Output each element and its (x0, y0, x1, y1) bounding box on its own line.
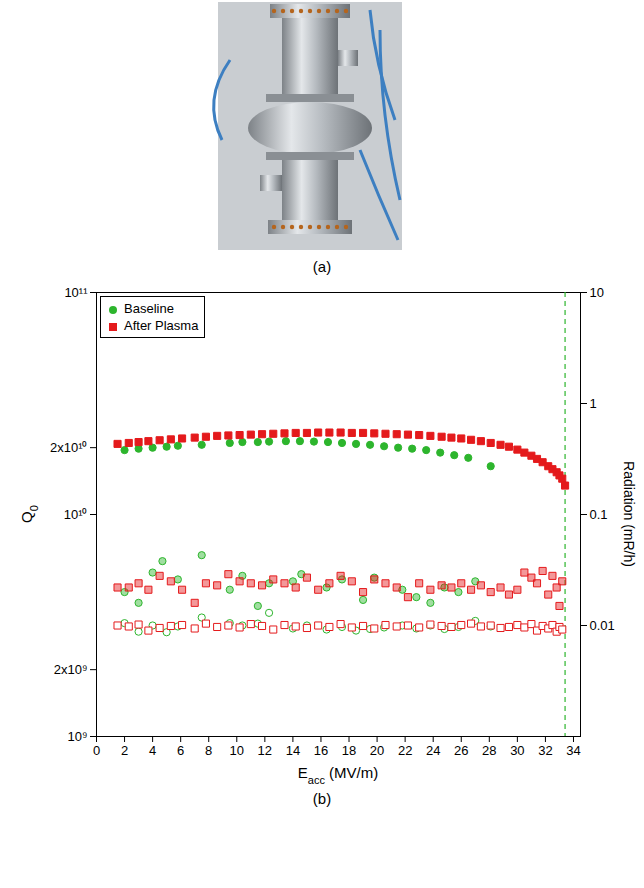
svg-text:10¹⁰: 10¹⁰ (64, 507, 88, 522)
svg-text:28: 28 (482, 743, 496, 758)
svg-text:10⁹: 10⁹ (67, 729, 87, 744)
svg-text:10: 10 (230, 743, 244, 758)
svg-text:10: 10 (590, 285, 604, 300)
svg-text:16: 16 (314, 743, 328, 758)
svg-text:2x10¹⁰: 2x10¹⁰ (50, 440, 88, 455)
svg-text:20: 20 (370, 743, 384, 758)
html-text:After Plasma: After Plasma (124, 318, 199, 333)
svg-text:2x10⁹: 2x10⁹ (54, 662, 88, 677)
svg-text:24: 24 (426, 743, 440, 758)
svg-text:Q0: Q0 (18, 505, 40, 523)
svg-text:22: 22 (398, 743, 412, 758)
svg-text:10¹¹: 10¹¹ (64, 285, 88, 300)
svg-text:32: 32 (538, 743, 552, 758)
svg-text:0.01: 0.01 (590, 618, 615, 633)
svg-text:Eacc (MV/m): Eacc (MV/m) (298, 764, 378, 786)
svg-text:2: 2 (121, 743, 128, 758)
svg-text:1: 1 (590, 396, 597, 411)
svg-text:Radiation (mR/h): Radiation (mR/h) (621, 461, 637, 567)
html-text:(a): (a) (312, 258, 332, 275)
svg-text:6: 6 (177, 743, 184, 758)
html-text:Baseline: Baseline (124, 301, 174, 316)
svg-text:4: 4 (149, 743, 156, 758)
svg-text:12: 12 (258, 743, 272, 758)
svg-text:0.1: 0.1 (590, 507, 608, 522)
svg-text:18: 18 (342, 743, 356, 758)
svg-text:14: 14 (286, 743, 300, 758)
svg-text:0: 0 (93, 743, 100, 758)
svg-text:30: 30 (510, 743, 524, 758)
html-text:(b): (b) (312, 790, 332, 807)
svg-text:34: 34 (566, 743, 580, 758)
svg-text:26: 26 (454, 743, 468, 758)
svg-text:8: 8 (205, 743, 212, 758)
